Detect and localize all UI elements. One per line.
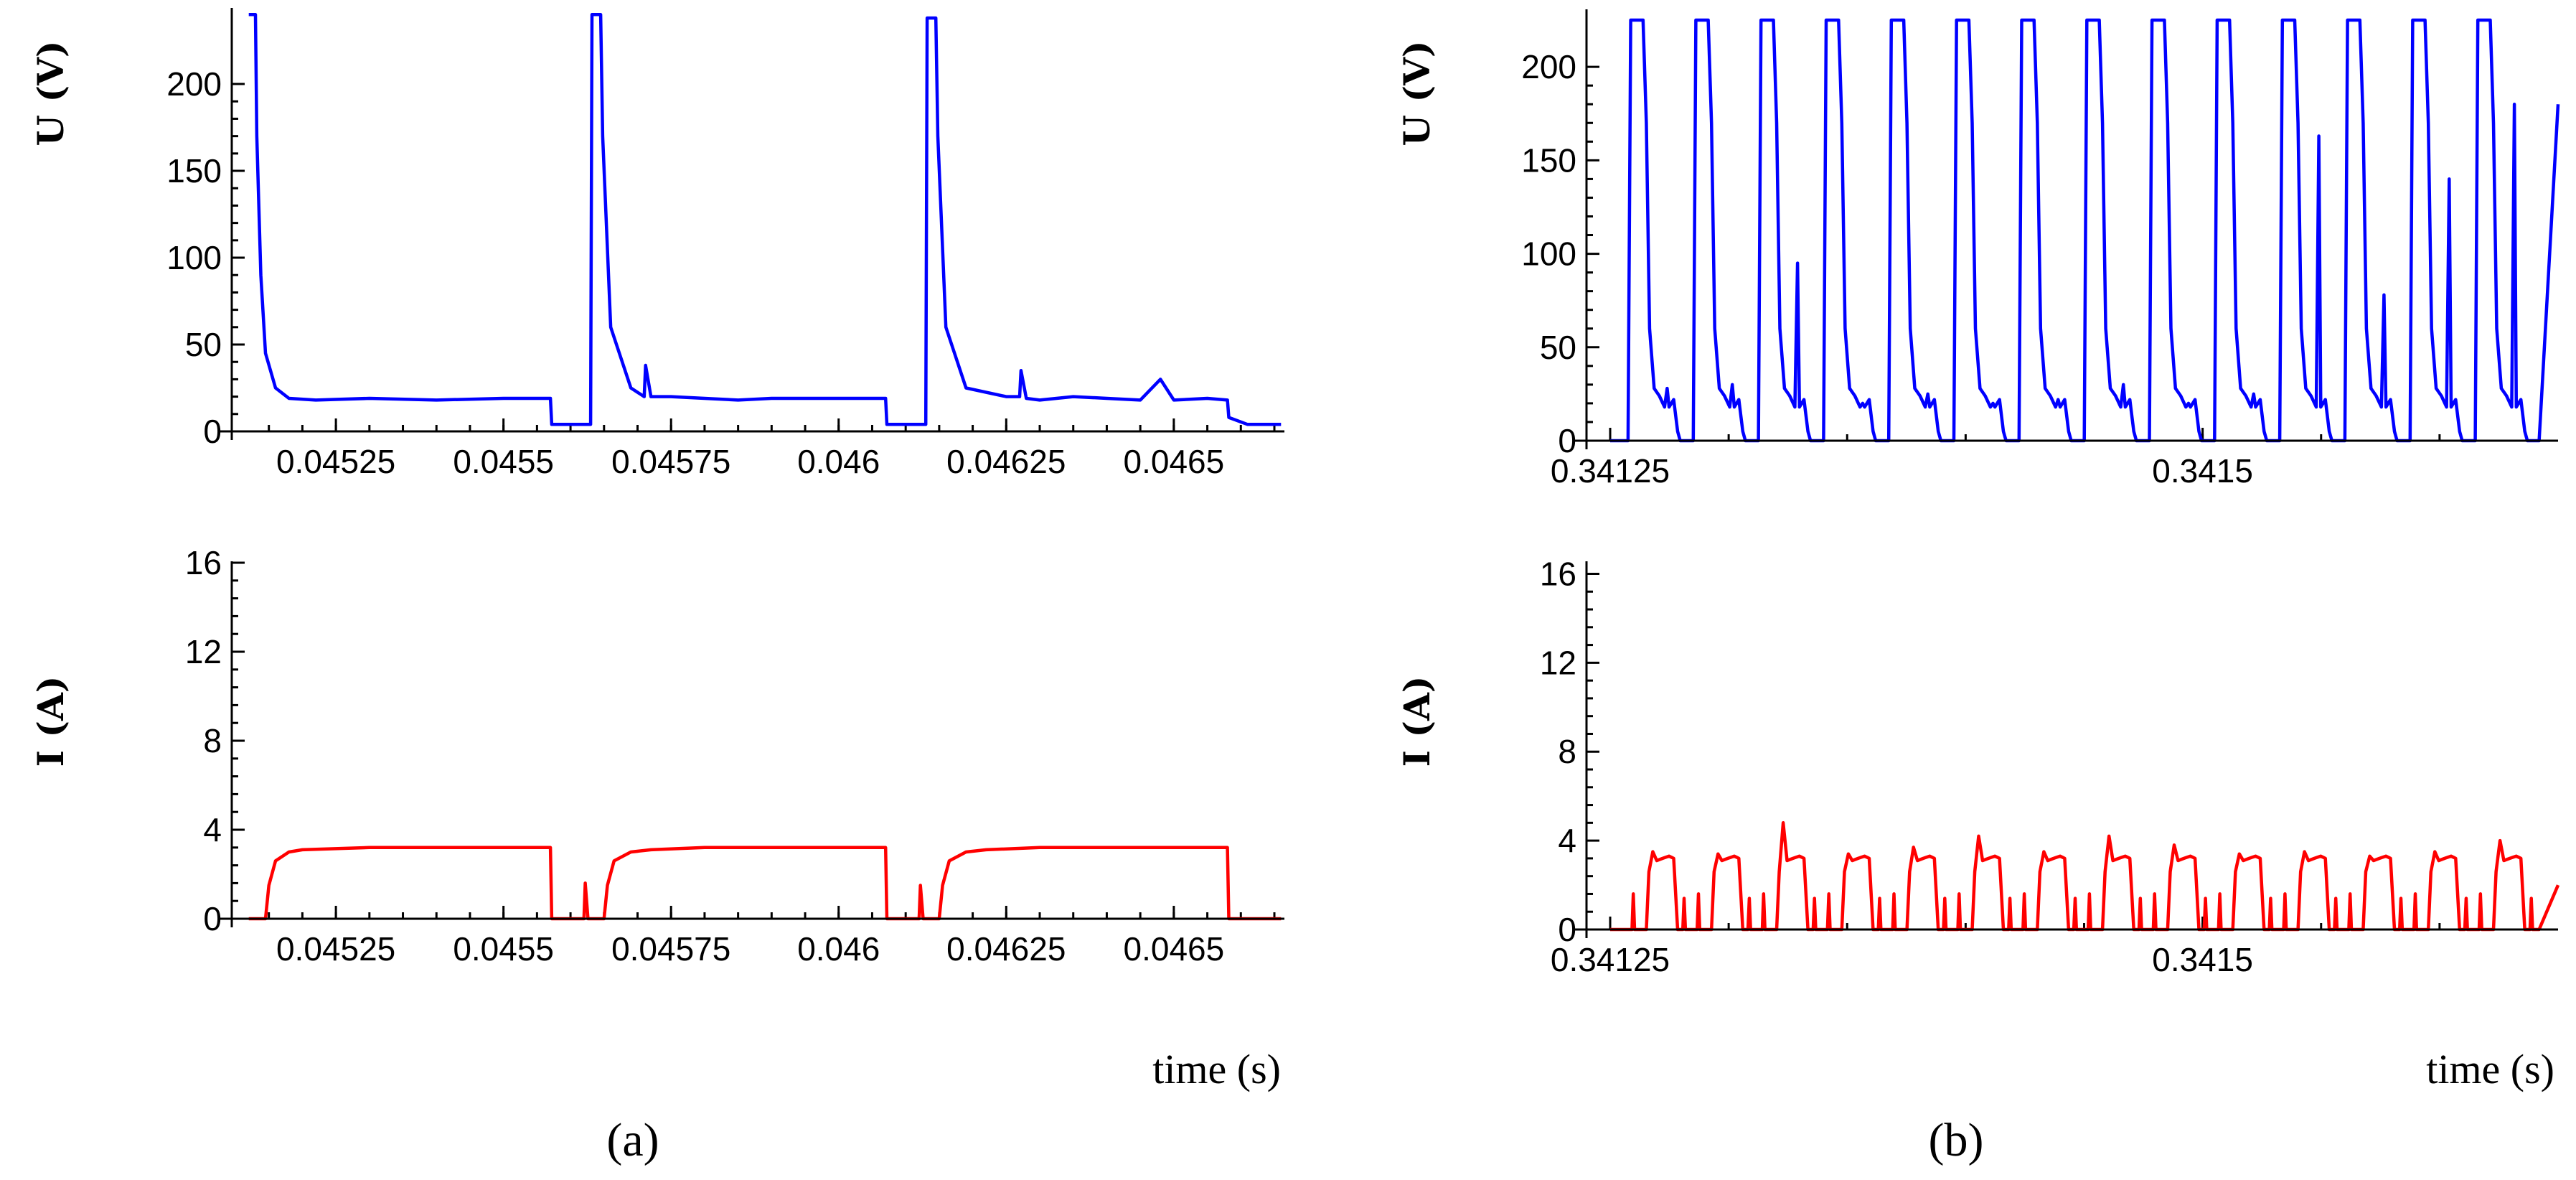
ylabel-b-current: I (A): [1396, 676, 1438, 767]
ylabel-b-voltage: U (V): [1396, 40, 1438, 146]
yticks-b-current: 0 4 8 12 16: [1540, 555, 1599, 948]
series-b-current: [1610, 821, 2560, 932]
yticks-a-voltage: 0 50 100 150 200: [166, 65, 245, 450]
xtick-label-a-voltage: 0.0455: [453, 443, 554, 480]
xtick-label-b-voltage: 0.34125: [1551, 452, 1670, 490]
xlabel-b: time (s): [2426, 1046, 2554, 1092]
ytick-label-b-current: 0: [1558, 911, 1576, 948]
ytick-label-b-current: 8: [1558, 733, 1576, 770]
ytick-label-b-voltage: 50: [1540, 329, 1576, 366]
ylabel-a-voltage: U (V): [29, 40, 72, 146]
xtick-label-a-voltage: 0.04625: [946, 443, 1066, 480]
series-a-current: [248, 846, 1282, 921]
xtick-label-a-voltage: 0.0465: [1124, 443, 1225, 480]
ytick-label-a-voltage: 100: [166, 239, 222, 276]
ytick-label-a-current: 4: [203, 811, 222, 848]
xtick-label-a-current: 0.0465: [1124, 930, 1225, 968]
ytick-label-b-current: 12: [1540, 644, 1576, 681]
ytick-label-a-current: 16: [185, 544, 222, 581]
xtick-label-a-current: 0.0455: [453, 930, 554, 968]
chart-b-current: I (A) 0 4 8 12 16 0.34125 0.3415: [1396, 555, 2560, 978]
xticks-b-current: 0.34125 0.3415: [1551, 917, 2441, 978]
ytick-label-a-voltage: 50: [185, 326, 222, 363]
yticks-b-voltage: 0 50 100 150 200: [1521, 48, 1599, 459]
xtick-label-a-current: 0.04625: [946, 930, 1066, 968]
xtick-label-a-voltage: 0.046: [797, 443, 880, 480]
chart-b-voltage: U (V) 0 50 100 150 200 0.34125 0.3415: [1396, 9, 2560, 490]
xtick-label-b-current: 0.34125: [1551, 941, 1670, 978]
xtick-label-b-current: 0.3415: [2152, 941, 2253, 978]
series-a-voltage: [248, 13, 1282, 426]
ytick-label-b-current: 16: [1540, 555, 1576, 592]
series-b-voltage: [1610, 18, 2560, 443]
xtick-label-a-voltage: 0.04525: [276, 443, 395, 480]
xtick-label-a-current: 0.04575: [611, 930, 730, 968]
ytick-label-a-voltage: 150: [166, 152, 222, 189]
ytick-label-b-voltage: 100: [1521, 235, 1576, 273]
ytick-label-b-current: 4: [1558, 822, 1576, 859]
xtick-label-b-voltage: 0.3415: [2152, 452, 2253, 490]
xtick-label-a-current: 0.04525: [276, 930, 395, 968]
ytick-label-b-voltage: 200: [1521, 48, 1576, 85]
xtick-label-a-voltage: 0.04575: [611, 443, 730, 480]
ylabel-a-current: I (A): [29, 676, 72, 767]
xtick-label-a-current: 0.046: [797, 930, 880, 968]
ytick-label-a-current: 0: [203, 900, 222, 937]
yticks-a-current: 0 4 8 12 16: [185, 544, 245, 937]
ytick-label-a-voltage: 200: [166, 65, 222, 103]
ytick-label-b-voltage: 150: [1521, 141, 1576, 179]
xlabel-a: time (s): [1152, 1046, 1281, 1092]
panel-label-a: (a): [606, 1114, 659, 1166]
ytick-label-b-voltage: 0: [1558, 422, 1576, 459]
xticks-a-voltage: 0.04525 0.0455 0.04575 0.046 0.04625 0.0465: [268, 418, 1276, 480]
ytick-label-a-current: 12: [185, 633, 222, 670]
xticks-b-voltage: 0.34125 0.3415: [1551, 428, 2441, 490]
xticks-a-current: 0.04525 0.0455 0.04575 0.046 0.04625 0.0465: [268, 906, 1276, 968]
ytick-label-a-current: 8: [203, 722, 222, 759]
ytick-label-a-voltage: 0: [203, 413, 222, 450]
panel-label-b: (b): [1929, 1114, 1984, 1166]
